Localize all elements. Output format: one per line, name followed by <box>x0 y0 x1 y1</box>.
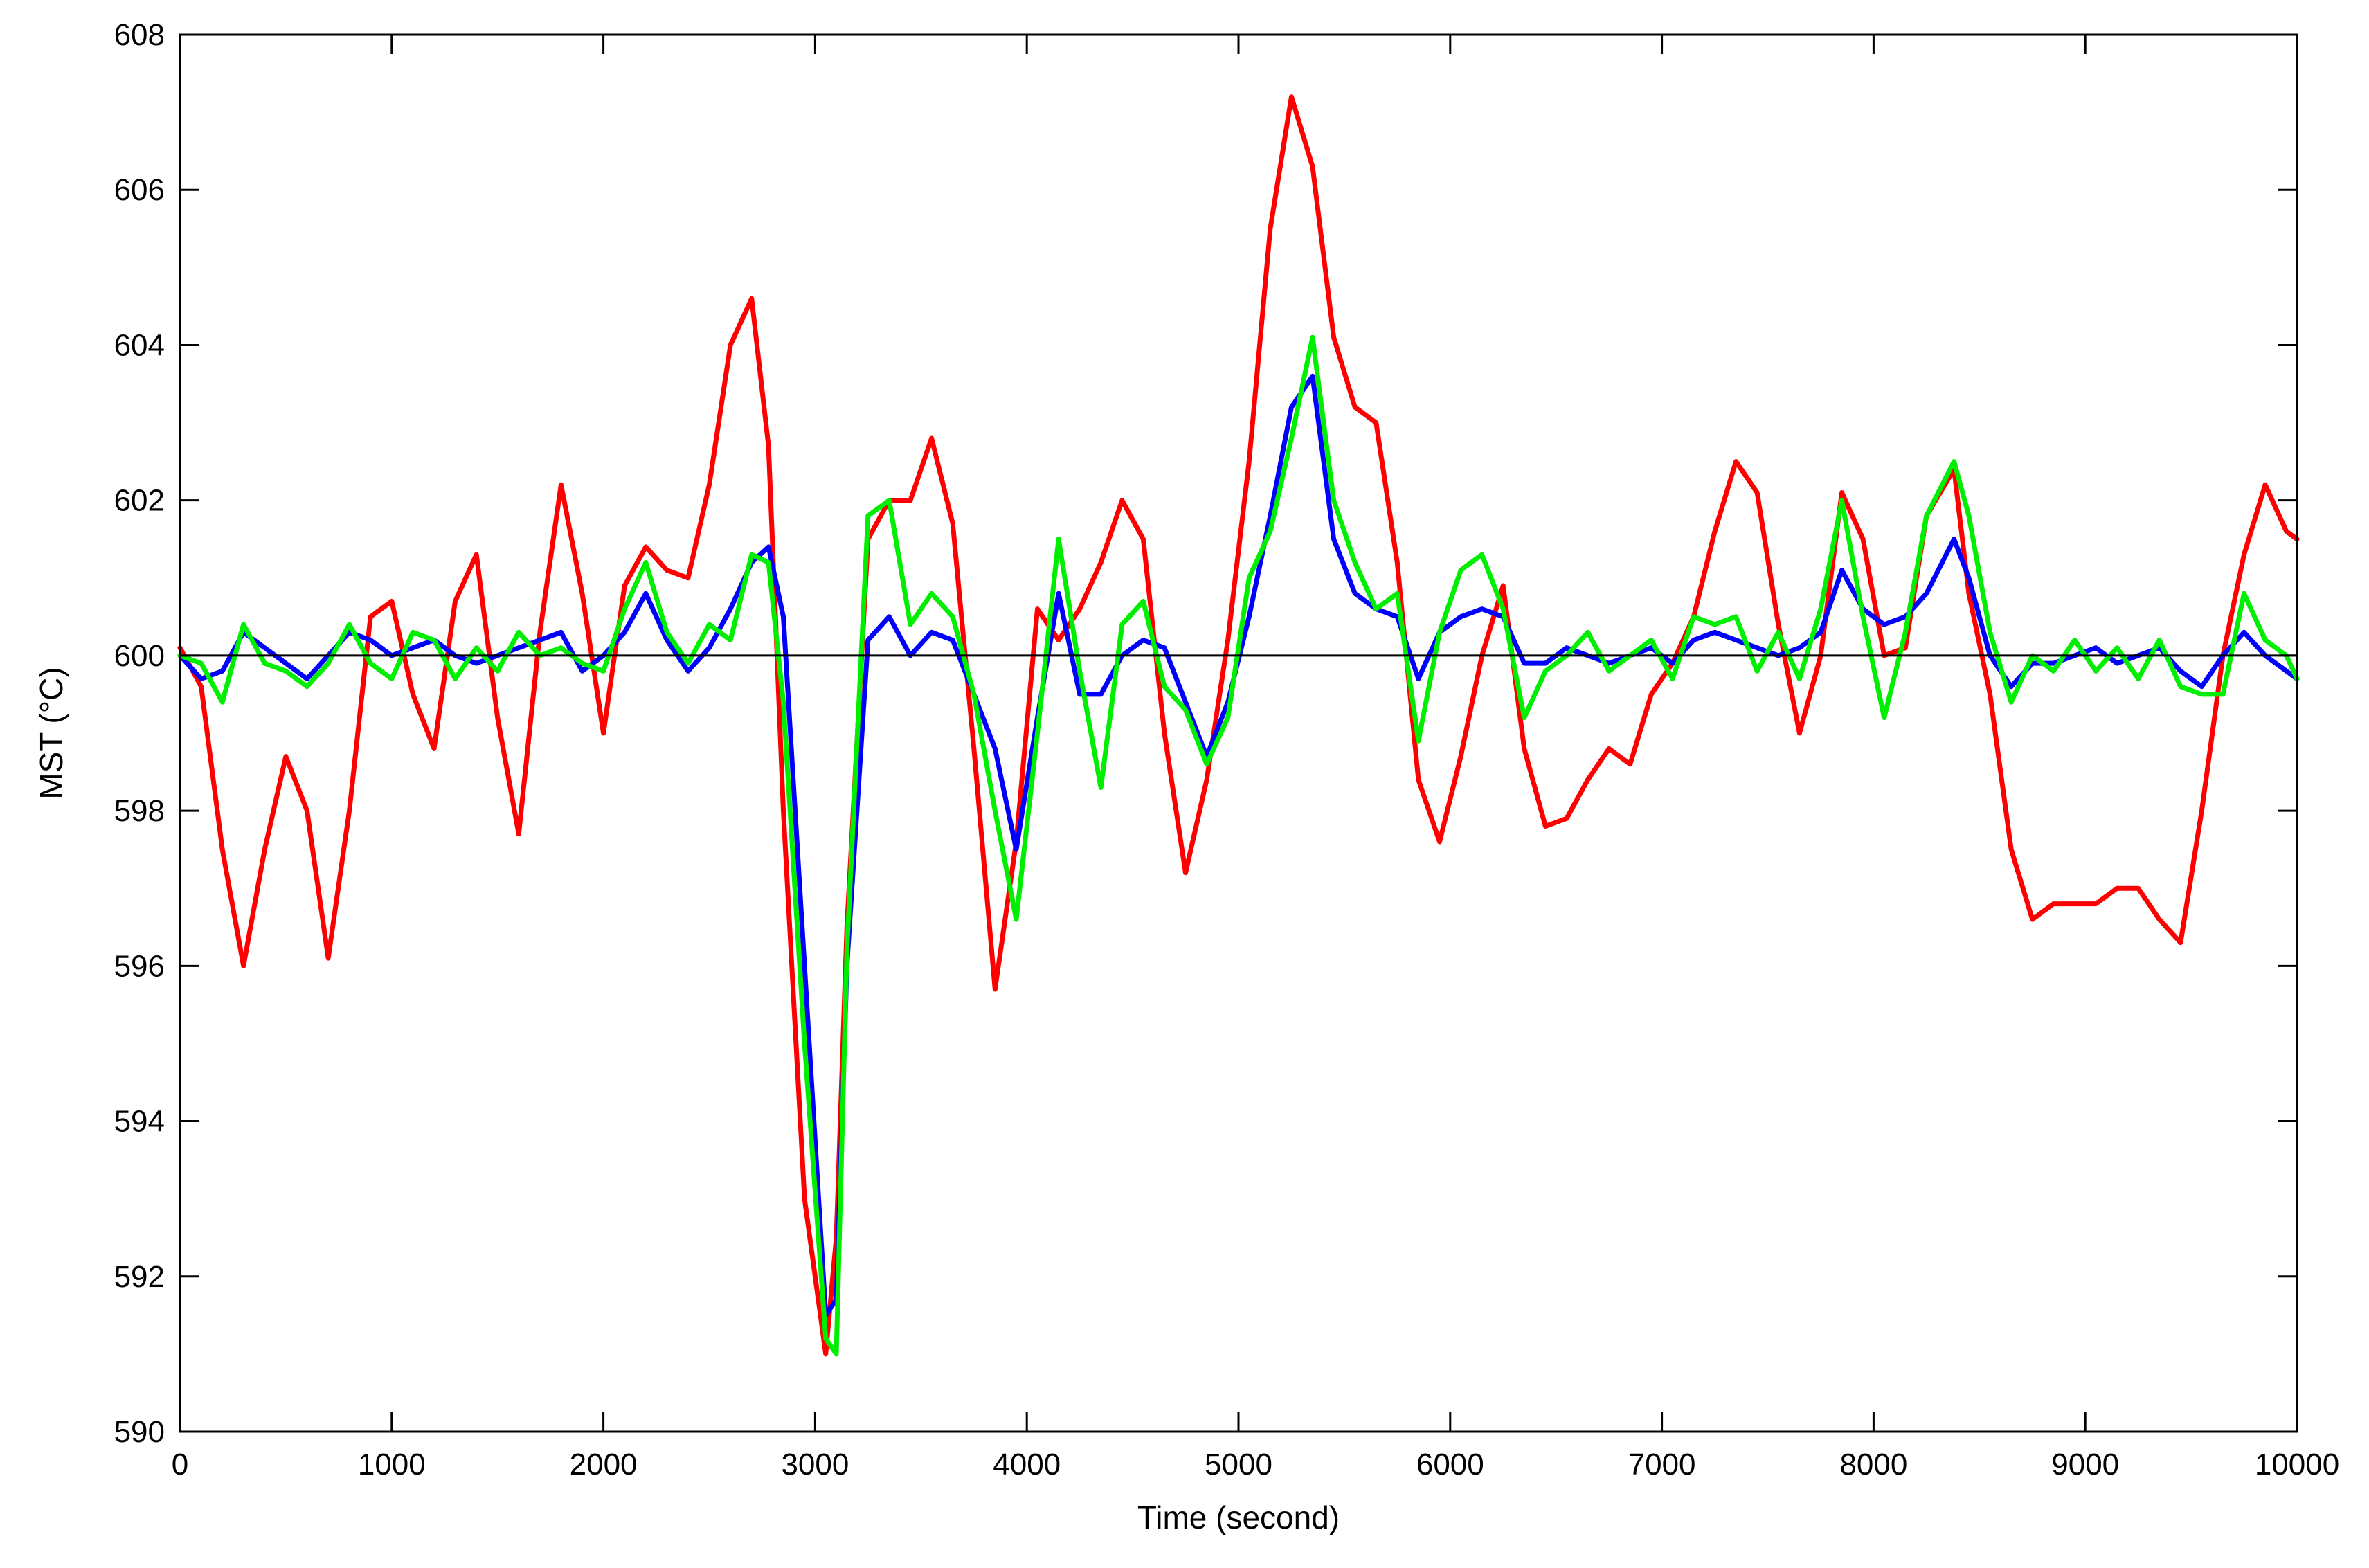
y-tick-label: 602 <box>114 484 165 518</box>
y-tick-label: 596 <box>114 949 165 983</box>
y-tick-label: 606 <box>114 173 165 207</box>
x-tick-label: 7000 <box>1628 1448 1696 1481</box>
y-tick-label: 590 <box>114 1415 165 1449</box>
x-tick-label: 4000 <box>993 1448 1061 1481</box>
x-tick-labels: 0 1000 2000 3000 4000 5000 6000 7000 8000 9000 100… <box>172 1448 2339 1481</box>
y-tick-label: 598 <box>114 794 165 828</box>
y-tick-label: 600 <box>114 639 165 673</box>
x-tick-label: 6000 <box>1416 1448 1484 1481</box>
y-tick-label: 592 <box>114 1260 165 1294</box>
x-tick-label: 5000 <box>1205 1448 1272 1481</box>
x-tick-label: 10000 <box>2255 1448 2339 1481</box>
tick-marks <box>179 33 2298 1433</box>
x-axis-label: Time (second) <box>1137 1499 1340 1535</box>
x-tick-label: 9000 <box>2051 1448 2119 1481</box>
x-tick-label: 0 <box>172 1448 188 1481</box>
x-tick-label: 8000 <box>1839 1448 1907 1481</box>
y-tick-label: 594 <box>114 1105 165 1139</box>
y-tick-labels: 590 592 594 596 598 600 602 604 606 608 <box>114 18 165 1449</box>
x-tick-label: 1000 <box>358 1448 426 1481</box>
x-tick-label: 2000 <box>570 1448 638 1481</box>
x-tick-label: 3000 <box>781 1448 849 1481</box>
y-tick-label: 604 <box>114 328 165 362</box>
y-axis-label: MST (°C) <box>33 667 69 799</box>
y-tick-label: 608 <box>114 18 165 52</box>
